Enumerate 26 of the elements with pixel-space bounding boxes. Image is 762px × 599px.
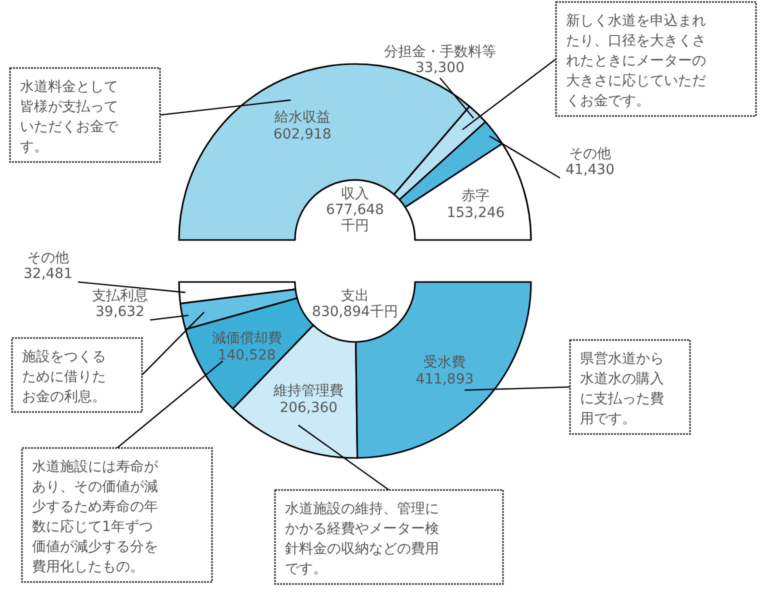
data-label: 140,528 <box>218 348 276 364</box>
data-label: 153,246 <box>446 205 505 222</box>
slice-label: 受水費 <box>424 354 466 370</box>
slice-label: 減価償却費 <box>212 330 282 347</box>
data-label: 41,430 <box>566 162 614 178</box>
slice-label: 維持管理費 <box>272 383 344 400</box>
data-label: 602,918 <box>273 126 332 143</box>
text: 支出 830,894千円 <box>312 288 398 320</box>
text: 水道料金として皆様が支払っていただくお金です。 <box>20 79 118 155</box>
slice-label: 支払利息 <box>92 288 148 304</box>
data-label: 32,481 <box>24 266 72 282</box>
text: 新しく水道を申込まれたり、口径を大きくされたときにメーターの大きさに応じていただくお金です。 <box>566 13 706 109</box>
text: 水道施設の維持、管理にかかる経費やメーター検針料金の収納などの費用です。 <box>285 501 439 577</box>
data-label: 33,300 <box>416 60 464 76</box>
slice-label: 給水収益 <box>273 110 330 126</box>
text: 収入 677,648 千円 <box>326 186 384 234</box>
slice-label: その他 <box>569 146 611 162</box>
slice-label: 分担金・手数料等 <box>384 44 496 60</box>
data-label: 206,360 <box>280 400 338 416</box>
slice-label: その他 <box>27 250 69 266</box>
text: 県営水道から水道水の購入に支払った費用です。 <box>580 351 664 427</box>
slice-label: 赤字 <box>462 188 490 204</box>
data-label: 39,632 <box>96 304 144 320</box>
text: 水道施設には寿命があり、その価値が減少するため寿命の年数に応じて1年ずつ価値が減少する分を費用化したもの。 <box>32 459 158 575</box>
data-label: 411,893 <box>416 371 474 388</box>
text: 施設をつくるために借りたお金の利息。 <box>22 349 106 405</box>
